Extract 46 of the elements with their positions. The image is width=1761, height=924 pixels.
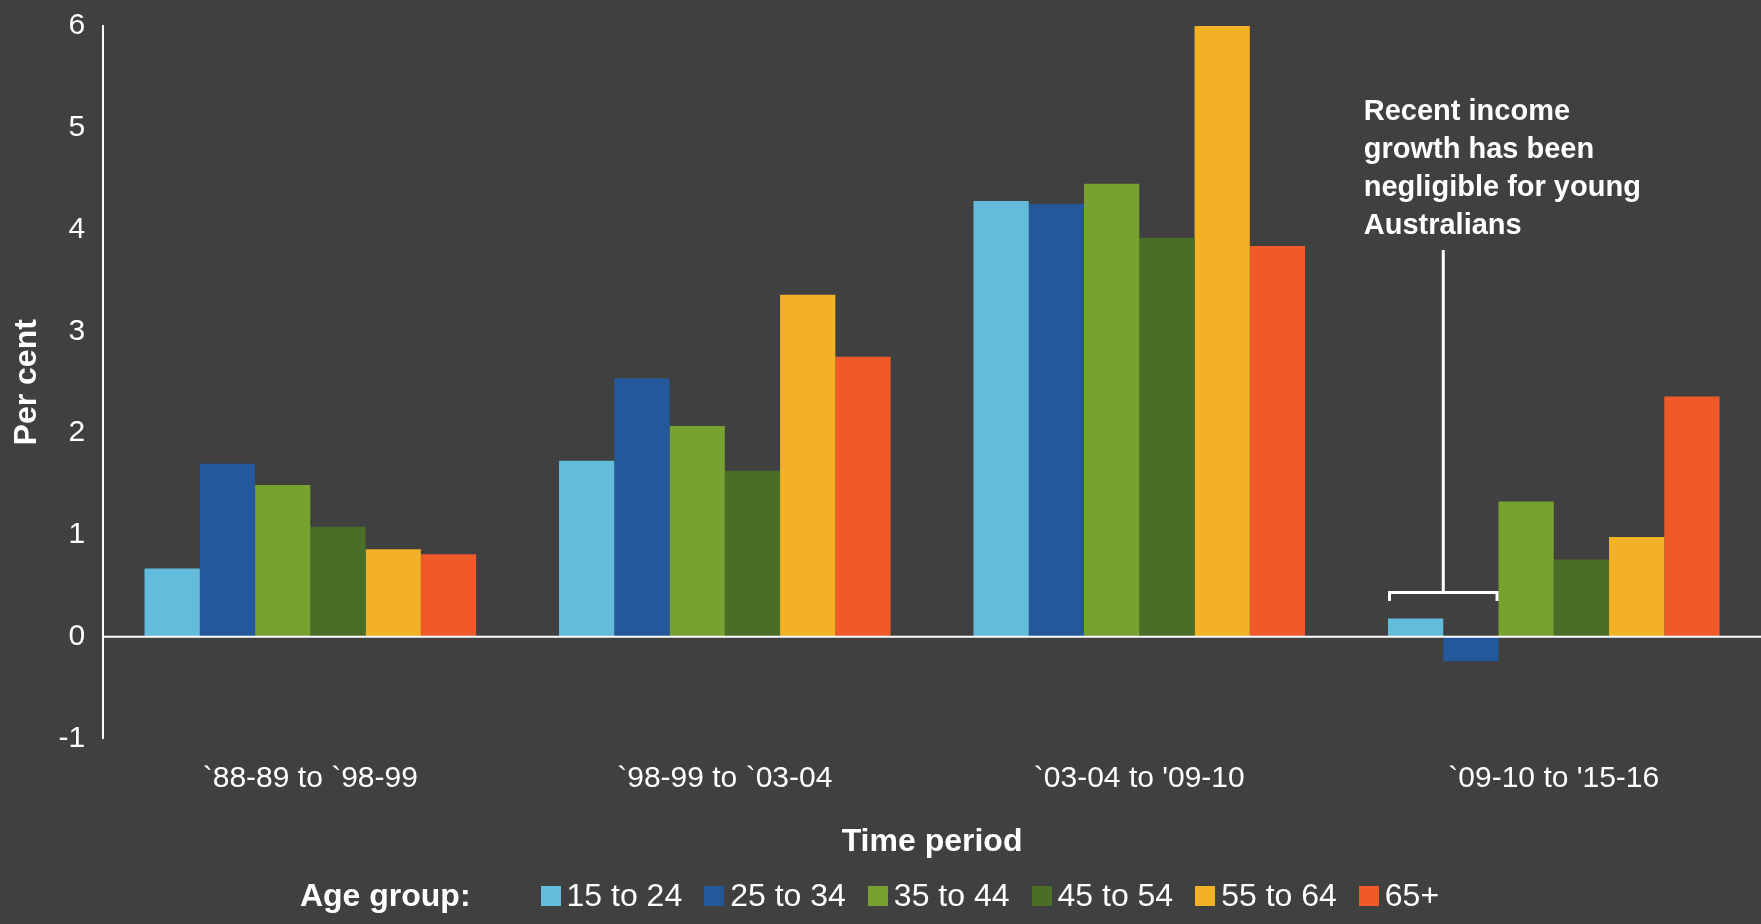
legend-label: 15 to 24	[565, 877, 683, 914]
bar	[973, 201, 1029, 637]
x-tick-label: `98-99 to `03-04	[617, 759, 833, 793]
legend-title: Age group:	[299, 877, 471, 914]
bar	[1553, 559, 1610, 637]
legend-label: 65+	[1383, 877, 1440, 914]
x-tick-label: `88-89 to `98-99	[202, 759, 418, 793]
y-tick-label: 4	[68, 210, 86, 244]
legend-label: 55 to 64	[1220, 877, 1337, 914]
x-axis-title: Time period	[841, 821, 1023, 858]
legend-label: 35 to 44	[892, 877, 1010, 914]
bar	[365, 549, 421, 637]
bar	[1387, 618, 1444, 637]
y-tick-label: -1	[58, 719, 86, 753]
bar	[669, 426, 725, 637]
bar	[255, 485, 311, 637]
x-tick-label: `03-04 to '09-10	[1033, 759, 1245, 793]
y-tick-label: 3	[68, 312, 86, 346]
bar	[1249, 245, 1306, 637]
y-tick-label: 6	[68, 7, 86, 41]
bar	[780, 294, 836, 637]
bar	[1028, 204, 1085, 637]
bar	[420, 554, 477, 637]
bar	[1498, 501, 1554, 637]
bar	[1664, 396, 1720, 637]
y-axis-title: Per cent	[7, 318, 44, 446]
bar	[144, 568, 200, 637]
legend-label: 45 to 54	[1056, 877, 1174, 914]
bar	[559, 460, 615, 637]
bar	[1084, 183, 1140, 637]
x-tick-label: `09-10 to '15-16	[1448, 759, 1660, 793]
bar	[835, 356, 891, 637]
bar	[199, 463, 256, 637]
annotation: Recent income growth has been negligible for young Australians	[1363, 93, 1641, 240]
y-tick-label: 5	[68, 109, 86, 143]
bar	[724, 470, 781, 637]
bar	[1139, 237, 1195, 637]
bar	[614, 378, 670, 637]
y-tick-label: 0	[68, 618, 86, 652]
bar	[310, 526, 366, 637]
y-tick-label: 2	[68, 414, 86, 448]
bar	[1609, 537, 1665, 637]
bar	[1443, 636, 1499, 662]
bar	[1194, 26, 1250, 637]
legend-label: 25 to 34	[729, 877, 846, 914]
y-tick-label: 1	[68, 516, 86, 550]
